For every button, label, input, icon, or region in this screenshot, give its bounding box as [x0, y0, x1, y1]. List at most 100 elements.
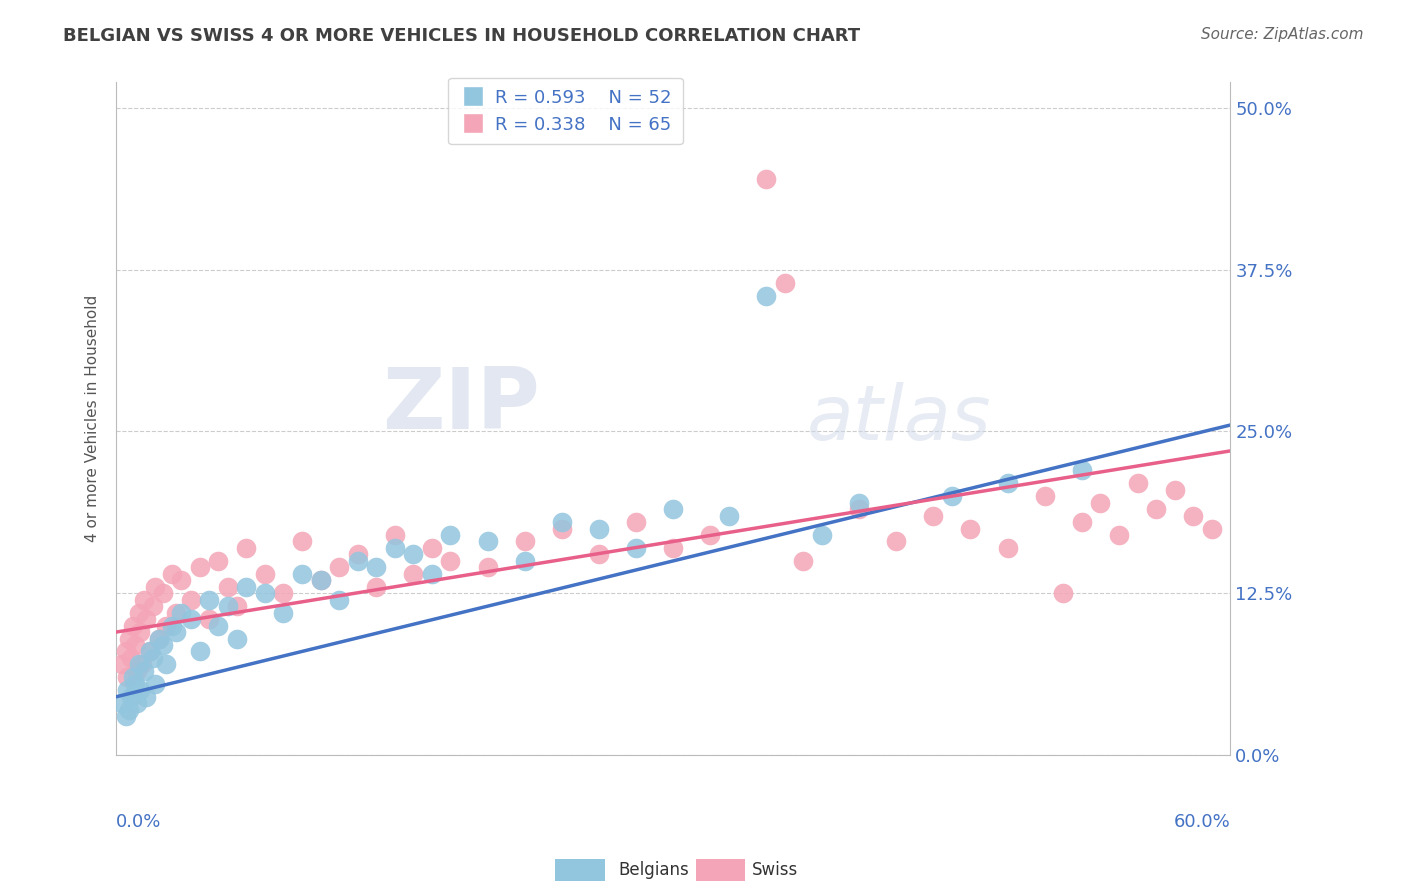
Point	[226, 632, 249, 646]
Point	[118, 703, 141, 717]
Text: BELGIAN VS SWISS 4 OR MORE VEHICLES IN HOUSEHOLD CORRELATION CHART: BELGIAN VS SWISS 4 OR MORE VEHICLES IN H…	[63, 27, 860, 45]
Point	[624, 541, 647, 555]
Point	[138, 644, 160, 658]
Text: Swiss: Swiss	[752, 861, 799, 879]
Point	[922, 508, 945, 523]
Point	[997, 476, 1019, 491]
Point	[120, 690, 142, 704]
Point	[1201, 522, 1223, 536]
Point	[198, 612, 221, 626]
Point	[420, 541, 443, 555]
Point	[217, 580, 239, 594]
Point	[551, 515, 574, 529]
Point	[366, 560, 388, 574]
Point	[848, 496, 870, 510]
Point	[152, 638, 174, 652]
Point	[170, 606, 193, 620]
Point	[125, 664, 148, 678]
Point	[160, 566, 183, 581]
Point	[588, 548, 610, 562]
Point	[114, 644, 136, 658]
Point	[128, 606, 150, 620]
Point	[291, 566, 314, 581]
Point	[118, 632, 141, 646]
Point	[129, 625, 152, 640]
Point	[142, 599, 165, 614]
Point	[624, 515, 647, 529]
Point	[551, 522, 574, 536]
Point	[131, 657, 153, 672]
Point	[122, 670, 145, 684]
Point	[138, 644, 160, 658]
Text: atlas: atlas	[807, 382, 991, 456]
Point	[346, 554, 368, 568]
Point	[148, 632, 170, 646]
Point	[134, 664, 156, 678]
Text: ZIP: ZIP	[382, 364, 540, 447]
Point	[366, 580, 388, 594]
Point	[128, 657, 150, 672]
Point	[114, 709, 136, 723]
Point	[1182, 508, 1205, 523]
Point	[124, 638, 146, 652]
Point	[941, 489, 963, 503]
Point	[328, 592, 350, 607]
Point	[1163, 483, 1185, 497]
Point	[959, 522, 981, 536]
Point	[848, 502, 870, 516]
Point	[792, 554, 814, 568]
Point	[235, 541, 257, 555]
Point	[699, 528, 721, 542]
Point	[1052, 586, 1074, 600]
Legend: R = 0.593    N = 52, R = 0.338    N = 65: R = 0.593 N = 52, R = 0.338 N = 65	[449, 78, 683, 145]
Point	[111, 657, 134, 672]
Point	[309, 574, 332, 588]
Point	[773, 276, 796, 290]
Point	[143, 580, 166, 594]
Point	[513, 534, 536, 549]
Point	[226, 599, 249, 614]
Point	[188, 644, 211, 658]
Point	[122, 618, 145, 632]
Point	[253, 586, 276, 600]
Point	[1070, 515, 1092, 529]
Point	[439, 554, 461, 568]
Point	[120, 651, 142, 665]
Point	[165, 606, 187, 620]
Point	[253, 566, 276, 581]
Point	[135, 612, 157, 626]
Text: Belgians: Belgians	[619, 861, 689, 879]
Point	[134, 592, 156, 607]
Point	[811, 528, 834, 542]
Point	[148, 632, 170, 646]
Point	[477, 560, 499, 574]
Point	[165, 625, 187, 640]
Point	[328, 560, 350, 574]
Text: 0.0%: 0.0%	[117, 814, 162, 831]
Point	[111, 696, 134, 710]
Point	[160, 618, 183, 632]
Text: 60.0%: 60.0%	[1174, 814, 1230, 831]
Point	[384, 528, 406, 542]
Point	[235, 580, 257, 594]
Point	[439, 528, 461, 542]
Point	[291, 534, 314, 549]
Point	[1144, 502, 1167, 516]
Point	[125, 696, 148, 710]
Point	[384, 541, 406, 555]
Point	[1090, 496, 1112, 510]
Point	[420, 566, 443, 581]
Point	[273, 586, 295, 600]
Point	[588, 522, 610, 536]
Point	[402, 548, 425, 562]
Point	[997, 541, 1019, 555]
Point	[152, 586, 174, 600]
Text: Source: ZipAtlas.com: Source: ZipAtlas.com	[1201, 27, 1364, 42]
Point	[207, 618, 229, 632]
Point	[129, 683, 152, 698]
Point	[718, 508, 741, 523]
Point	[180, 592, 202, 607]
Point	[155, 618, 177, 632]
Point	[1033, 489, 1056, 503]
Point	[135, 690, 157, 704]
